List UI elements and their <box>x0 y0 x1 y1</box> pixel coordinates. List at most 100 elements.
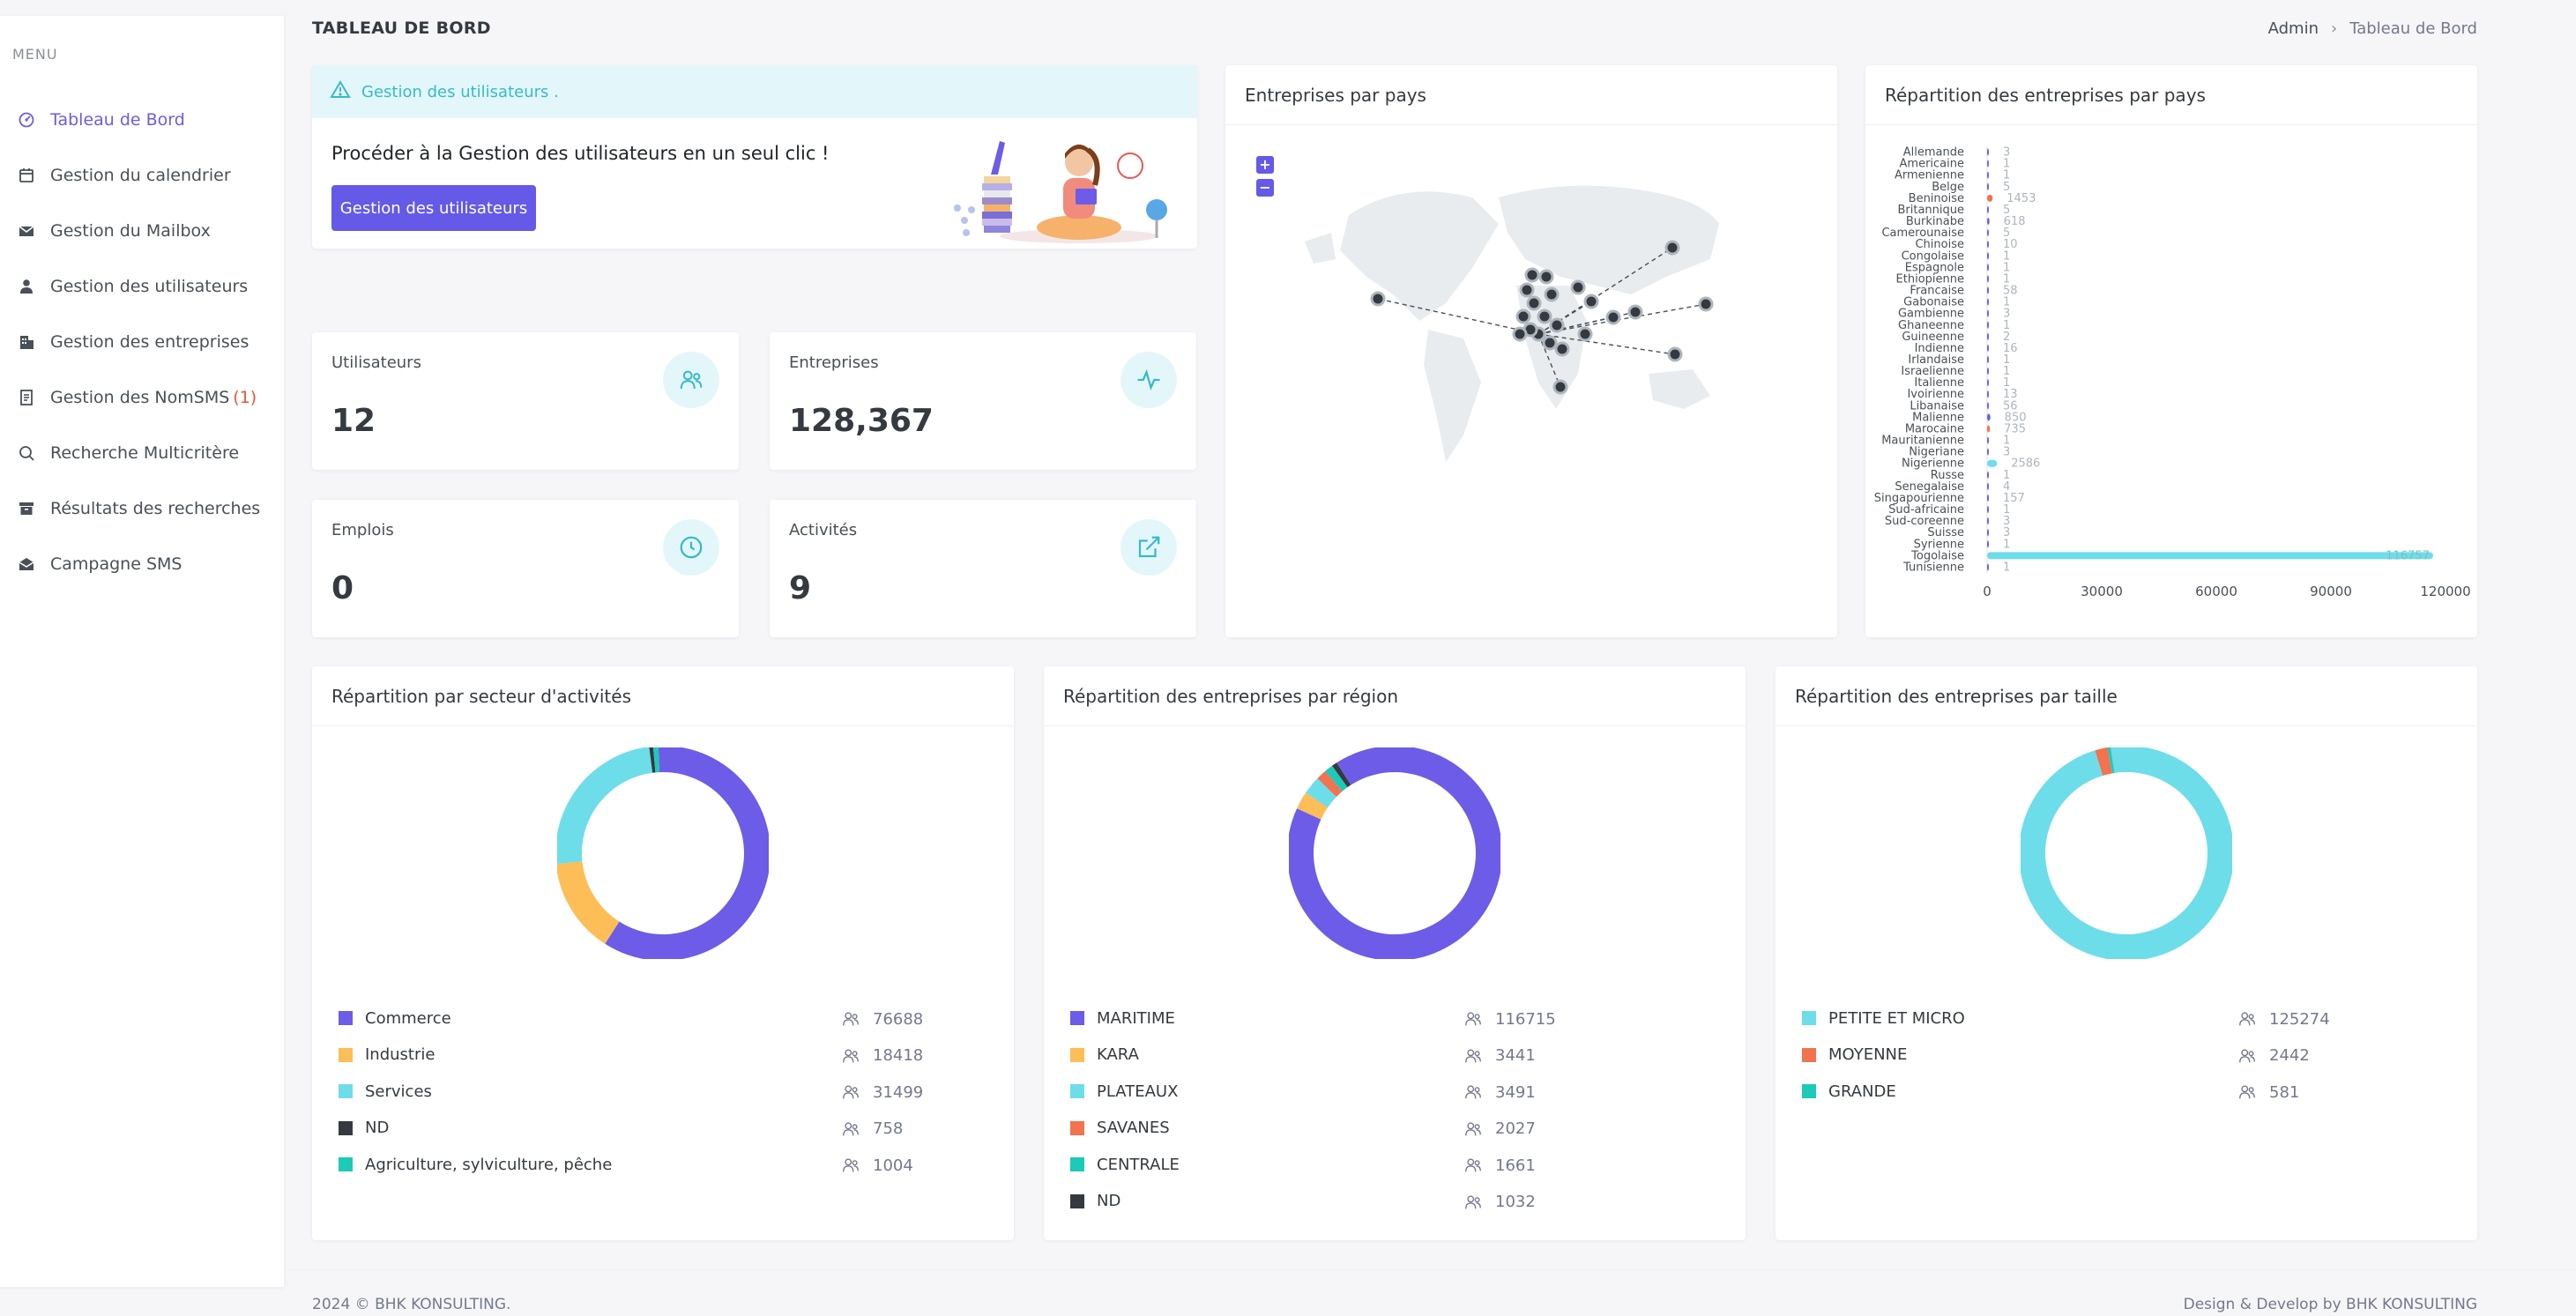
users-icon <box>1465 1158 1481 1172</box>
legend-item[interactable]: MOYENNE <box>1802 1037 2419 1073</box>
legend-value: 758 <box>873 1119 904 1138</box>
sidebar-item-recherche-multicrit-re[interactable]: Recherche Multicritère <box>18 435 239 471</box>
sidebar-item-r-sultats-des-recherches[interactable]: Résultats des recherches <box>18 491 260 526</box>
legend-count: 1004 <box>841 1156 913 1175</box>
zoom-in-button[interactable]: + <box>1256 156 1274 174</box>
document-icon <box>18 389 35 406</box>
bar <box>1987 379 1989 387</box>
data-label: 1 <box>2003 261 2010 274</box>
breadcrumb-root[interactable]: Admin <box>2267 19 2319 38</box>
users-icon <box>843 1012 859 1026</box>
y-tick-label: Suisse <box>1927 526 1964 539</box>
data-label: 2 <box>2003 331 2010 344</box>
y-tick-label: Camerounaise <box>1881 227 1964 240</box>
sidebar-item-gestion-du-mailbox[interactable]: Gestion du Mailbox <box>18 213 211 249</box>
sidebar-item-gestion-du-calendrier[interactable]: Gestion du calendrier <box>18 158 231 193</box>
bar <box>1987 264 1989 271</box>
secteur-card: Répartition par secteur d'activités Comm… <box>312 666 1014 1240</box>
bar <box>1987 494 1989 502</box>
donut-slice <box>605 747 769 959</box>
x-tick-label: 60000 <box>2195 584 2237 599</box>
y-tick-label: Sud-africaine <box>1888 503 1964 517</box>
legend-item[interactable]: KARA <box>1070 1037 1687 1073</box>
legend-item[interactable]: ND <box>339 1111 956 1146</box>
donut-slice <box>1325 765 1348 792</box>
y-tick-label: Congolaise <box>1902 249 1964 263</box>
card-title: Répartition des entreprises par pays <box>1865 65 2477 125</box>
legend-item[interactable]: Agriculture, sylviculture, pêche <box>339 1147 956 1182</box>
y-tick-label: Syrienne <box>1914 538 1964 551</box>
sidebar-item-label: Gestion des NomSMS <box>50 388 230 407</box>
legend-swatch <box>1802 1047 1816 1062</box>
data-label: 116757 <box>2386 549 2430 562</box>
legend-item[interactable]: SAVANES <box>1070 1111 1687 1146</box>
stat-value: 9 <box>789 570 812 606</box>
stat-label: Utilisateurs <box>331 353 421 372</box>
legend-label: Agriculture, sylviculture, pêche <box>365 1155 613 1174</box>
data-label: 1 <box>2003 353 2010 367</box>
user-icon <box>18 278 35 295</box>
zoom-out-button[interactable]: − <box>1256 179 1274 197</box>
legend-item[interactable]: Commerce <box>339 1000 956 1036</box>
legend-item[interactable]: GRANDE <box>1802 1074 2419 1109</box>
legend-item[interactable]: Services <box>339 1074 956 1109</box>
legend-item[interactable]: PETITE ET MICRO <box>1802 1000 2419 1036</box>
users-icon <box>2239 1085 2255 1099</box>
secteur-donut-chart <box>557 747 769 959</box>
legend-label: ND <box>1097 1192 1121 1210</box>
legend-value: 116715 <box>1495 1009 1556 1029</box>
legend-label: GRANDE <box>1828 1082 1896 1101</box>
x-tick-label: 120000 <box>2420 584 2470 599</box>
region-donut-chart <box>1289 747 1500 959</box>
legend-label: MARITIME <box>1097 1008 1175 1028</box>
legend-item[interactable]: CENTRALE <box>1070 1147 1687 1182</box>
data-label: 1 <box>2003 296 2010 309</box>
legend-count: 116715 <box>1463 1009 1556 1029</box>
data-label: 10 <box>2003 238 2018 251</box>
sidebar-item-campagne-sms[interactable]: Campagne SMS <box>18 546 182 582</box>
data-label: 1 <box>2003 538 2010 551</box>
y-tick-label: Britannique <box>1897 204 1964 217</box>
data-label: 1453 <box>2006 192 2036 205</box>
legend-value: 1004 <box>873 1156 913 1175</box>
y-tick-label: Ghaneenne <box>1898 319 1964 332</box>
legend-count: 18418 <box>841 1046 923 1066</box>
archive-icon <box>18 500 35 517</box>
x-tick-label: 90000 <box>2310 584 2352 599</box>
manage-users-button[interactable]: Gestion des utilisateurs <box>331 185 536 231</box>
sidebar-item-gestion-des-entreprises[interactable]: Gestion des entreprises <box>18 324 249 360</box>
legend-swatch <box>339 1047 353 1062</box>
x-tick-label: 30000 <box>2081 584 2123 599</box>
legend-count: 76688 <box>841 1009 923 1029</box>
world-map[interactable] <box>1296 145 1772 515</box>
sidebar-item-label: Gestion des utilisateurs <box>50 277 249 296</box>
legend-item[interactable]: Industrie <box>339 1037 956 1073</box>
promo-card: Gestion des utilisateurs . Procéder à la… <box>312 65 1197 249</box>
legend-item[interactable]: MARITIME <box>1070 1000 1687 1036</box>
bar <box>1987 506 1989 514</box>
sidebar-item-tableau-de-bord[interactable]: Tableau de Bord <box>18 102 185 138</box>
legend-item[interactable]: PLATEAUX <box>1070 1074 1687 1109</box>
users-icon <box>843 1121 859 1135</box>
y-tick-label: Nigeriane <box>1909 446 1964 459</box>
legend-swatch <box>339 1011 353 1025</box>
sidebar-item-label: Gestion du calendrier <box>50 166 231 185</box>
bar <box>1987 368 1989 375</box>
y-tick-label: Americaine <box>1900 158 1964 171</box>
bar <box>1987 275 1989 283</box>
data-label: 58 <box>2003 285 2018 298</box>
page-title: TABLEAU DE BORD <box>312 19 491 38</box>
users-icon <box>1465 1121 1481 1135</box>
bar <box>1987 459 1998 467</box>
y-tick-label: Italienne <box>1914 376 1964 390</box>
stat-card-activities: Activités 9 <box>770 500 1196 637</box>
bar <box>1987 332 1989 340</box>
bar <box>1987 552 2433 560</box>
legend-swatch <box>1802 1011 1816 1025</box>
y-tick-label: Belge <box>1932 181 1964 194</box>
sidebar-item-gestion-des-nomsms[interactable]: Gestion des NomSMS (1) <box>18 380 257 415</box>
activity-icon <box>1120 352 1177 408</box>
sidebar-item-gestion-des-utilisateurs[interactable]: Gestion des utilisateurs <box>18 269 248 304</box>
sidebar-item-label: Résultats des recherches <box>50 499 261 518</box>
legend-item[interactable]: ND <box>1070 1184 1687 1219</box>
